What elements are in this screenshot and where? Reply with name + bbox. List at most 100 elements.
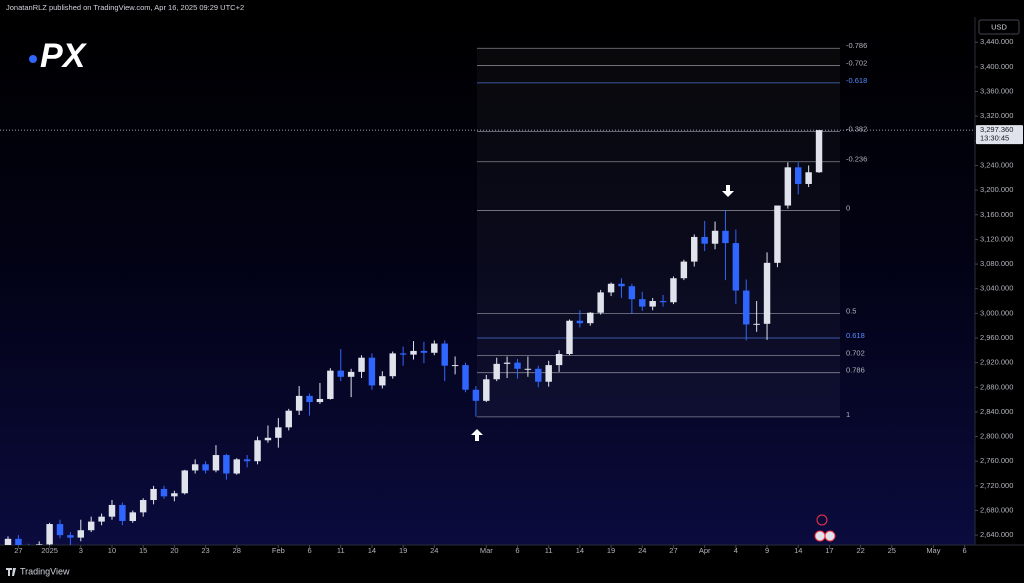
y-tick-label: 3,400.000 xyxy=(980,62,1013,71)
x-tick-label: 19 xyxy=(607,546,615,555)
x-tick-label: Mar xyxy=(480,546,493,555)
candle-body xyxy=(379,376,386,386)
footer xyxy=(0,560,1024,583)
currency-box[interactable] xyxy=(978,19,1020,35)
candle-body xyxy=(327,370,334,399)
candle-body xyxy=(285,410,292,428)
candle-body xyxy=(295,395,303,411)
candle-body xyxy=(139,500,147,513)
currency[interactable]: USD xyxy=(991,22,1007,31)
fib-label: -0.786 xyxy=(846,41,867,50)
candle-body xyxy=(410,350,417,355)
y-tick-label: 3,040.000 xyxy=(980,284,1013,293)
candle-body xyxy=(597,292,604,313)
footer-logo xyxy=(6,568,16,576)
candle-body xyxy=(347,371,355,377)
x-tick-label: Apr xyxy=(699,546,711,555)
candle-body xyxy=(576,320,584,324)
candle-body xyxy=(732,243,740,291)
x-tick-label: 10 xyxy=(108,546,116,555)
logo: PX xyxy=(40,37,88,75)
fib-label: -0.618 xyxy=(846,76,867,85)
y-tick-label: 2,720.000 xyxy=(980,481,1013,490)
candle-body xyxy=(483,379,490,401)
candle-body xyxy=(535,368,542,382)
y-tick-label: 2,640.000 xyxy=(980,530,1013,539)
candle-body xyxy=(87,521,95,531)
candle-body xyxy=(160,488,168,497)
candle-body xyxy=(691,236,698,262)
y-tick-label: 3,240.000 xyxy=(980,160,1013,169)
candle-body xyxy=(805,172,812,184)
candle-body xyxy=(171,493,178,497)
header-text: JonatanRLZ published on TradingView.com,… xyxy=(6,3,244,12)
candle-body xyxy=(680,261,688,279)
flag-icon[interactable] xyxy=(824,530,836,542)
x-tick-label: 27 xyxy=(669,546,677,555)
x-tick-label: 23 xyxy=(201,546,209,555)
y-tick-label: 3,360.000 xyxy=(980,87,1013,96)
up-arrow xyxy=(471,429,483,441)
x-tick-label: 22 xyxy=(856,546,864,555)
event-icon[interactable] xyxy=(816,514,828,526)
candle-body xyxy=(722,230,729,244)
candle-body xyxy=(431,343,438,353)
y-tick-label: 2,880.000 xyxy=(980,382,1013,391)
x-tick-label: 27 xyxy=(14,546,22,555)
candle-body xyxy=(35,544,43,545)
y-tick-label: 3,000.000 xyxy=(980,308,1013,317)
candle-body xyxy=(420,350,428,353)
candle-body xyxy=(316,398,324,403)
x-tick-label: 20 xyxy=(170,546,178,555)
candle-body xyxy=(254,440,261,462)
candle-body xyxy=(743,290,750,325)
candle-body xyxy=(4,538,12,545)
x-tick-label: 11 xyxy=(545,546,553,555)
plot-area xyxy=(0,17,975,545)
x-tick-label: 6 xyxy=(963,546,967,555)
y-tick-label: 2,800.000 xyxy=(980,432,1013,441)
candle-body xyxy=(607,283,615,293)
candle-body xyxy=(587,312,594,324)
y-tick-label: 3,120.000 xyxy=(980,234,1013,243)
candle-body xyxy=(264,437,272,441)
x-tick-label: 11 xyxy=(337,546,345,555)
x-tick-label: 3 xyxy=(79,546,83,555)
x-tick-label: 19 xyxy=(399,546,407,555)
fib-label: 1 xyxy=(846,410,850,419)
fib-label: 0.618 xyxy=(846,331,865,340)
candle-body xyxy=(753,323,760,325)
candle-body xyxy=(815,130,823,173)
flag-icon[interactable] xyxy=(814,530,826,542)
candle-body xyxy=(514,362,521,369)
fib-label: -0.702 xyxy=(846,59,867,68)
candle-body xyxy=(243,459,251,462)
candle-body xyxy=(701,236,708,244)
fib-label: 0.702 xyxy=(846,348,865,357)
y-tick-label: 2,960.000 xyxy=(980,333,1013,342)
candle-body xyxy=(441,343,448,366)
candle-body xyxy=(472,389,480,401)
candle-body xyxy=(639,299,646,307)
candle-body xyxy=(649,301,656,307)
logo-dot xyxy=(29,55,37,63)
candle-body xyxy=(368,357,376,386)
last-price-box xyxy=(976,125,1023,145)
candle-body xyxy=(15,538,22,545)
footer-brand: TradingView xyxy=(20,566,70,576)
candle-body xyxy=(212,455,220,471)
candle-body xyxy=(233,459,240,474)
y-tick-label: 3,080.000 xyxy=(980,259,1013,268)
x-tick-label: Feb xyxy=(272,546,285,555)
fib-label: 0.786 xyxy=(846,366,865,375)
candle-body xyxy=(337,370,344,377)
countdown: 13:30:45 xyxy=(980,134,1009,143)
candle-body xyxy=(555,354,563,366)
candle-body xyxy=(399,353,407,355)
price-axis xyxy=(975,17,1024,545)
y-tick-label: 2,920.000 xyxy=(980,358,1013,367)
candle-body xyxy=(462,365,469,390)
candle-body xyxy=(306,395,313,403)
candle-body xyxy=(493,363,500,380)
